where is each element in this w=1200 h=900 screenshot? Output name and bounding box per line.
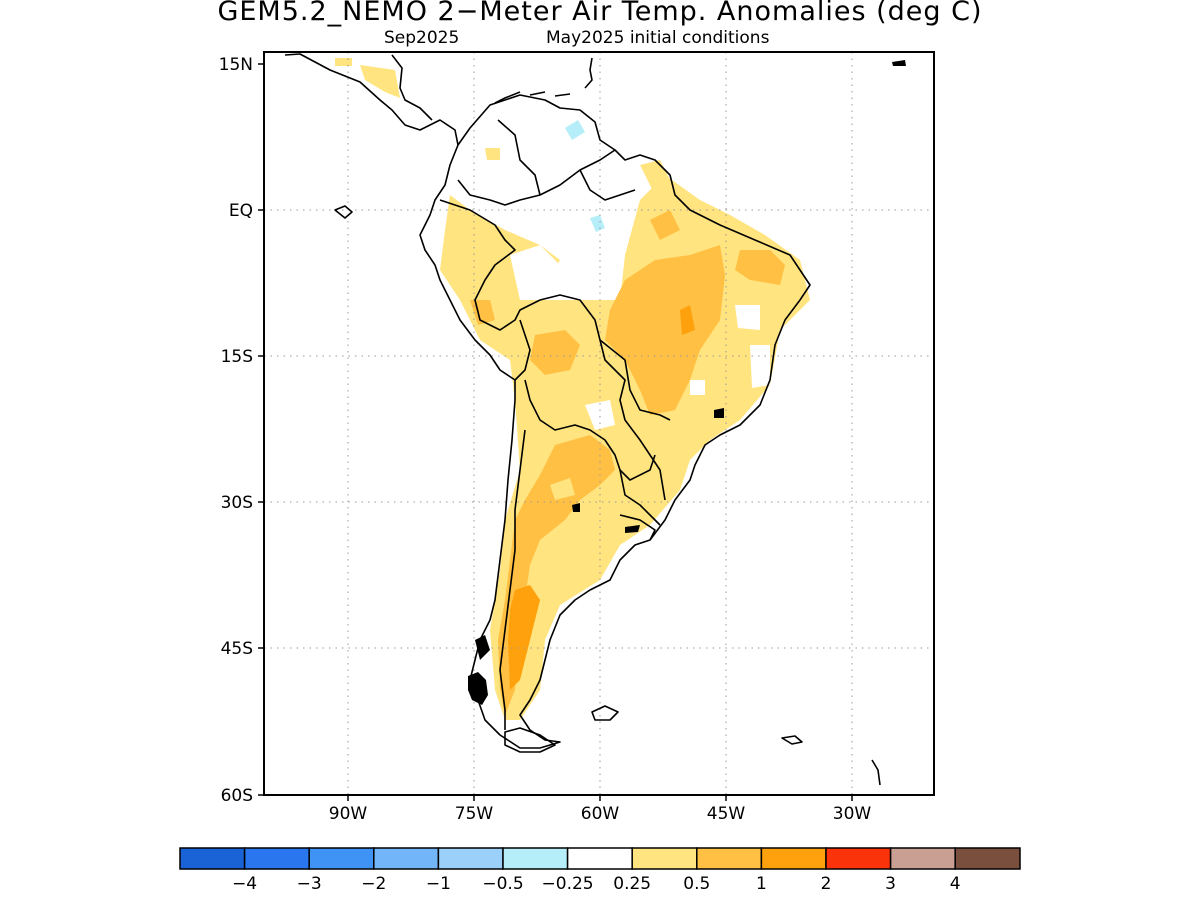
border — [439, 199, 541, 331]
colorbar-swatch — [179, 847, 246, 870]
lat-label: EQ — [229, 201, 253, 221]
galapagos — [334, 205, 353, 219]
anomaly-1-2 — [508, 305, 695, 690]
anomaly-area — [530, 330, 580, 375]
anomaly-neutral — [510, 245, 770, 430]
initial-conditions: May2025 initial conditions — [546, 28, 770, 48]
lon-labels: 90W 75W 60W 45W 30W — [329, 804, 872, 824]
lat-label: 30S — [221, 493, 253, 513]
anomaly-area — [335, 58, 352, 66]
lakes-islands — [468, 60, 906, 705]
lat-labels: 15N EQ 15S 30S 45S 60S — [219, 55, 253, 806]
lat-label: 60S — [221, 786, 253, 806]
colorbar-swatch — [954, 847, 1021, 870]
border — [579, 169, 636, 201]
border — [499, 429, 526, 730]
tierra-del-fuego — [504, 727, 556, 753]
map-title: GEM5.2_NEMO 2−Meter Air Temp. Anomalies … — [217, 0, 983, 27]
coastline — [284, 53, 881, 786]
colorbar-swatch — [437, 847, 504, 870]
colorbar-labels: −4 −3 −2 −1 −0.5 −0.25 0.25 0.5 1 2 3 4 — [232, 874, 961, 894]
border — [539, 294, 666, 501]
colorbar-swatch — [308, 847, 375, 870]
border — [457, 119, 541, 206]
border — [599, 339, 671, 421]
anomaly-area — [750, 345, 770, 388]
lon-ticks — [347, 795, 853, 801]
colorbar-label: −4 — [232, 874, 257, 894]
colorbar-label: 2 — [821, 874, 832, 894]
border — [514, 319, 531, 381]
caribbean-islands — [494, 57, 593, 104]
falkland-islands — [591, 705, 619, 721]
colorbar-label: 1 — [756, 874, 767, 894]
south-georgia — [781, 735, 803, 745]
anomaly-area — [550, 478, 575, 500]
anomaly-neg-0.25-0.5 — [565, 120, 605, 232]
colorbar-swatch — [760, 847, 827, 870]
colorbar-label: 0.25 — [613, 874, 651, 894]
colorbar — [179, 847, 1021, 870]
colorbar-swatch — [566, 847, 633, 870]
anomaly-area — [485, 148, 500, 160]
colorbar-label: −0.25 — [542, 874, 594, 894]
colorbar-label: −2 — [361, 874, 386, 894]
anomaly-area — [585, 400, 615, 430]
lon-label: 75W — [455, 804, 494, 824]
lat-label: 15S — [221, 347, 253, 367]
anomaly-area — [640, 160, 670, 195]
border — [619, 514, 656, 541]
forecast-month: Sep2025 — [384, 28, 460, 48]
anomaly-area — [510, 245, 560, 300]
anomaly-area — [735, 250, 785, 285]
colorbar-label: 3 — [885, 874, 896, 894]
border — [524, 379, 656, 481]
anomaly-neutral — [550, 478, 595, 560]
colorbar-swatch — [502, 847, 569, 870]
anomaly-area — [680, 305, 695, 335]
colorbar-label: −1 — [426, 874, 451, 894]
lat-label: 15N — [219, 55, 253, 75]
colorbar-label: 0.5 — [683, 874, 710, 894]
lat-label: 45S — [221, 639, 253, 659]
anomaly-area — [560, 525, 595, 560]
colorbar-swatch — [373, 847, 440, 870]
anomaly-area — [360, 65, 400, 98]
anomaly-area — [735, 305, 760, 330]
south-america-coast — [419, 94, 811, 749]
colorbar-label: −0.5 — [482, 874, 523, 894]
anomaly-area — [508, 585, 540, 690]
map-grid — [264, 52, 934, 795]
colorbar-swatch — [889, 847, 956, 870]
lon-label: 60W — [581, 804, 620, 824]
lon-label: 90W — [329, 804, 368, 824]
colorbar-swatch — [631, 847, 698, 870]
anomaly-area — [565, 120, 585, 140]
colorbar-label: −3 — [297, 874, 322, 894]
colorbar-swatch — [825, 847, 892, 870]
colorbar-swatch — [243, 847, 310, 870]
country-borders — [439, 119, 671, 730]
colorbar-swatch — [696, 847, 763, 870]
anomaly-area — [605, 245, 725, 415]
anomaly-area — [690, 380, 705, 395]
central-america-caribbean-coast — [391, 54, 433, 121]
anomaly-area — [590, 215, 605, 232]
south-atlantic-islands — [871, 759, 881, 786]
anomaly-area — [498, 435, 615, 715]
colorbar-label: 4 — [950, 874, 961, 894]
lon-label: 30W — [833, 804, 872, 824]
map-panel — [264, 52, 934, 795]
border — [619, 469, 661, 526]
map-frame — [263, 51, 935, 796]
lat-ticks — [258, 63, 264, 796]
central-america-coast — [284, 53, 459, 146]
lon-label: 45W — [707, 804, 746, 824]
anomaly-area — [650, 210, 680, 240]
